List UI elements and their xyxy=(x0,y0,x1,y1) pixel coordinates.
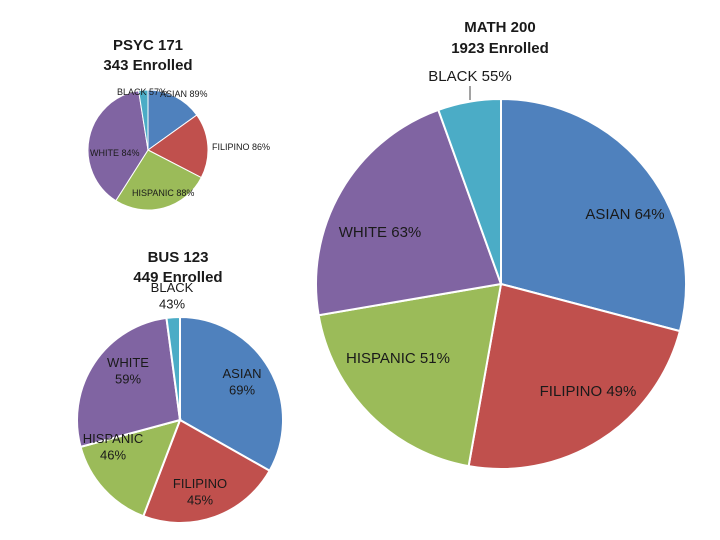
pie-slice-math-white xyxy=(315,108,503,317)
pie-slice-bus-hispanic xyxy=(79,418,182,518)
pie-slice-math-filipino xyxy=(467,282,682,470)
slice-label-bus-hispanic: HISPANIC 46% xyxy=(83,431,143,462)
slice-label-bus-white: WHITE 59% xyxy=(107,355,149,386)
slice-label-math-filipino: FILIPINO 49% xyxy=(540,383,637,400)
pie-slice-psyc-white xyxy=(87,90,149,202)
pie-chart-math-200: MATH 200 1923 Enrolled BLACK 55% ASIAN 6… xyxy=(315,19,687,470)
chart-title-math-line1: MATH 200 xyxy=(464,19,535,36)
pie-chart-psyc-171: PSYC 171 343 Enrolled BLACK 57% ASIAN 89… xyxy=(87,37,270,211)
pie-slice-psyc-black xyxy=(138,89,149,151)
slice-label-math-hispanic: HISPANIC 51% xyxy=(346,350,450,367)
slice-label-math-black: BLACK 55% xyxy=(428,68,511,85)
pie-slice-psyc-hispanic xyxy=(115,149,202,211)
slice-label-bus-asian: ASIAN 69% xyxy=(222,366,261,397)
pie-slice-bus-black xyxy=(165,315,181,421)
pie-slice-bus-asian xyxy=(179,315,284,473)
pie-slice-math-black xyxy=(437,97,502,285)
pie-slice-bus-filipino xyxy=(141,418,271,524)
pie-chart-bus-123: BUS 123 449 Enrolled BLACK 43% WHITE 59% A… xyxy=(76,249,284,524)
slice-label-psyc-hispanic: HISPANIC 88% xyxy=(132,188,194,198)
pie-slice-math-asian xyxy=(500,97,687,333)
slice-label-bus-black: BLACK 43% xyxy=(151,280,194,311)
chart-title-math-line2: 1923 Enrolled xyxy=(451,40,549,57)
slice-label-psyc-black: BLACK 57% xyxy=(117,87,167,97)
slice-label-math-asian: ASIAN 64% xyxy=(585,206,664,223)
pie-slice-psyc-asian xyxy=(147,89,198,151)
chart-title-bus-line1: BUS 123 xyxy=(148,249,209,266)
slice-label-bus-filipino: FILIPINO 45% xyxy=(173,476,227,507)
pie-slice-psyc-filipino xyxy=(147,114,209,179)
slice-label-psyc-filipino: FILIPINO 86% xyxy=(212,142,270,152)
chart-title-psyc-line1: PSYC 171 xyxy=(113,37,183,54)
slice-label-math-white: WHITE 63% xyxy=(339,224,422,241)
pie-slice-bus-white xyxy=(76,316,182,449)
chart-title-bus-line2: 449 Enrolled xyxy=(133,269,222,286)
chart-title-psyc-line2: 343 Enrolled xyxy=(103,57,192,74)
slice-label-psyc-white: WHITE 84% xyxy=(90,148,140,158)
pie-slice-math-hispanic xyxy=(317,282,503,468)
slice-label-psyc-asian: ASIAN 89% xyxy=(160,89,208,99)
